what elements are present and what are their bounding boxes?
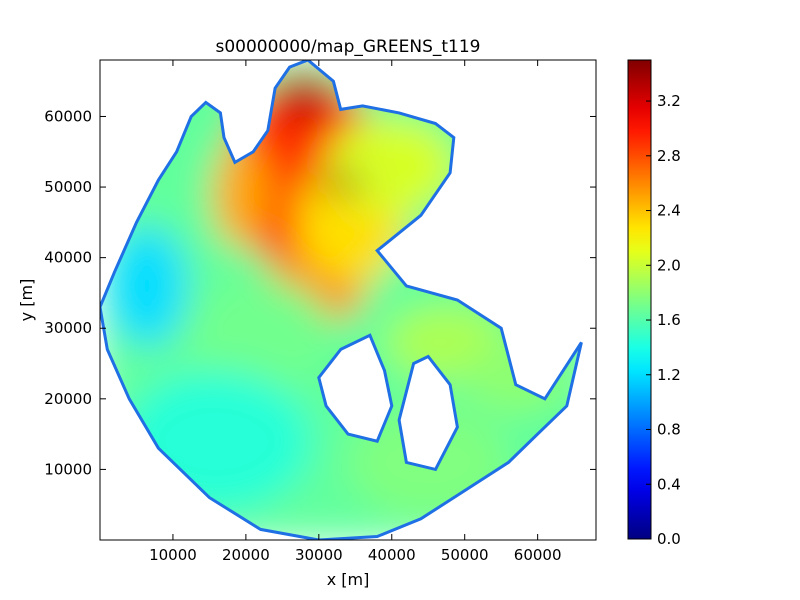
x-tick-label: 50000 (441, 546, 489, 564)
x-tick-label: 10000 (149, 546, 197, 564)
field-region (213, 141, 272, 248)
y-tick-label: 20000 (44, 390, 92, 408)
y-tick-label: 10000 (44, 460, 92, 478)
domain-boundary (100, 60, 583, 540)
y-tick-label: 40000 (44, 249, 92, 267)
colorbar: 0.0 0.4 0.8 1.2 1.6 2.0 2.4 2.8 3.2 (627, 59, 681, 548)
field-region (121, 370, 312, 512)
y-tick-label: 60000 (44, 107, 92, 125)
y-axis: 10000 20000 30000 40000 50000 60000 (44, 107, 596, 478)
colorbar-tick-label: 2.0 (657, 256, 681, 274)
colorbar-tick-label: 0.0 (657, 530, 681, 548)
field-region (348, 405, 509, 519)
colorbar-tick-label: 0.8 (657, 421, 681, 439)
x-tick-label: 60000 (514, 546, 562, 564)
colorbar-tick-label: 1.2 (657, 366, 681, 384)
field-region (315, 175, 367, 193)
field-region (187, 278, 334, 392)
x-tick-label: 30000 (295, 546, 343, 564)
x-axis: 10000 20000 30000 40000 50000 60000 (149, 60, 562, 564)
colorbar-ticks: 0.0 0.4 0.8 1.2 1.6 2.0 2.4 2.8 3.2 (646, 92, 681, 548)
colorbar-tick-label: 3.2 (657, 92, 681, 110)
x-tick-label: 40000 (368, 546, 416, 564)
colorbar-frame (627, 59, 652, 540)
y-tick-label: 50000 (44, 178, 92, 196)
colorbar-gradient (628, 60, 651, 539)
field-region (275, 70, 334, 121)
x-axis-label: x [m] (327, 570, 370, 589)
y-axis-label: y [m] (17, 279, 36, 322)
y-tick-label: 30000 (44, 319, 92, 337)
field-region (464, 342, 567, 413)
colorbar-tick-label: 1.6 (657, 311, 681, 329)
plot-area (100, 60, 583, 540)
field-region (326, 116, 458, 216)
plot-frame (99, 59, 597, 541)
field-layer (100, 60, 582, 540)
field-region (107, 225, 188, 346)
x-tick-label: 20000 (222, 546, 270, 564)
chart-title: s00000000/map_GREENS_t119 (216, 37, 481, 57)
colorbar-tick-label: 2.4 (657, 202, 681, 220)
colorbar-tick-label: 2.8 (657, 147, 681, 165)
colorbar-tick-label: 0.4 (657, 475, 681, 493)
